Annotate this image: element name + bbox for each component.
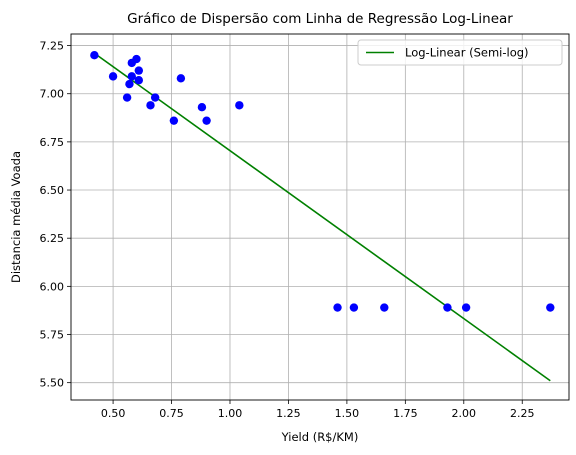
scatter-point xyxy=(134,66,144,75)
regression-layer xyxy=(93,52,551,382)
regression-line xyxy=(93,52,551,382)
y-tick-label: 7.00 xyxy=(40,88,65,101)
x-axis-label: Yield (R$/KM) xyxy=(281,430,359,444)
scatter-point xyxy=(546,303,555,312)
scatter-point xyxy=(127,72,136,81)
x-tick-label: 1.75 xyxy=(393,407,418,420)
y-tick-label: 6.00 xyxy=(40,280,65,293)
scatter-point xyxy=(380,303,389,312)
y-tick-label: 5.75 xyxy=(40,329,65,342)
legend: Log-Linear (Semi-log) xyxy=(357,39,563,66)
scatter-point xyxy=(176,74,186,83)
x-tick-label: 2.00 xyxy=(452,407,477,420)
scatter-point xyxy=(333,303,342,312)
scatter-point xyxy=(122,93,132,102)
y-tick-label: 5.50 xyxy=(40,377,65,390)
scatter-point xyxy=(125,79,134,89)
plot-frame xyxy=(70,33,570,401)
scatter-point xyxy=(443,303,452,312)
x-tick-label: 2.25 xyxy=(510,407,535,420)
x-tick-label: 1.50 xyxy=(335,407,360,420)
scatter-point xyxy=(235,101,244,110)
x-tick-label: 0.50 xyxy=(101,407,126,420)
x-axis: 0.50 0.75 1.00 1.25 1.50 1.75 2.00 2.25 xyxy=(101,400,535,420)
y-axis-label: Distancia média Voada xyxy=(9,151,23,283)
y-tick-label: 7.25 xyxy=(40,40,65,53)
scatter-point xyxy=(150,93,160,102)
x-tick-label: 1.00 xyxy=(218,407,243,420)
x-tick-label: 0.75 xyxy=(159,407,184,420)
scatter-point xyxy=(197,103,207,112)
y-tick-label: 6.25 xyxy=(40,232,65,245)
scatter-point xyxy=(169,116,179,125)
y-tick-label: 6.75 xyxy=(40,136,65,149)
scatter-point xyxy=(202,116,211,125)
y-tick-label: 6.50 xyxy=(40,184,65,197)
scatter-point xyxy=(132,54,141,64)
y-axis: 5.50 5.75 6.00 6.25 6.50 6.75 7.00 7.25 xyxy=(40,40,71,390)
scatter-point xyxy=(146,101,155,110)
scatter-points xyxy=(90,50,555,312)
scatter-point xyxy=(90,50,99,60)
legend-label-regression: Log-Linear (Semi-log) xyxy=(405,46,529,60)
grid xyxy=(71,34,569,400)
chart-title: Gráfico de Dispersão com Linha de Regres… xyxy=(127,11,513,27)
scatter-point xyxy=(108,72,118,81)
scatter-point xyxy=(134,76,144,85)
legend-box xyxy=(357,39,563,66)
scatter-point xyxy=(349,303,359,312)
scatter-point xyxy=(461,303,471,312)
x-tick-label: 1.25 xyxy=(276,407,301,420)
